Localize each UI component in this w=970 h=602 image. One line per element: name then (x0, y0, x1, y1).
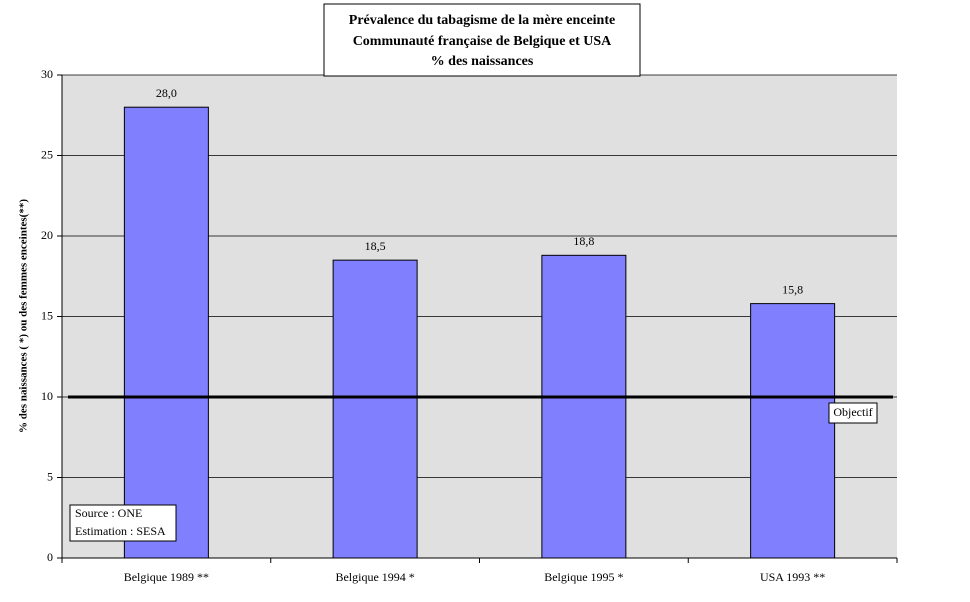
data-label: 15,8 (782, 282, 803, 296)
source-box (69, 504, 177, 542)
reference-label: Objectif (833, 405, 872, 419)
bar (541, 254, 627, 559)
y-tick-label: 0 (47, 550, 53, 564)
y-tick-label: 30 (41, 67, 53, 81)
reference-label-box (828, 402, 878, 424)
chart-title: % des naissances (431, 54, 534, 69)
x-tick-label: Belgique 1989 ** (124, 570, 209, 584)
chart-title: Prévalence du tabagisme de la mère encei… (349, 13, 615, 28)
data-label: 18,5 (365, 239, 386, 253)
y-tick-label: 5 (47, 469, 53, 483)
data-label: 18,8 (573, 234, 594, 248)
y-tick-label: 25 (41, 147, 53, 161)
x-tick-label: Belgique 1994 * (335, 570, 414, 584)
bar (332, 259, 418, 559)
y-axis-label: % des naissances ( *) ou des femmes ence… (18, 199, 30, 433)
bar (750, 303, 836, 559)
title-box (323, 3, 641, 77)
x-tick-label: USA 1993 ** (760, 570, 825, 584)
y-tick-label: 10 (41, 389, 53, 403)
y-tick-label: 15 (41, 308, 53, 322)
annotation: Estimation : SESA (75, 524, 166, 538)
x-tick-label: Belgique 1995 * (544, 570, 623, 584)
annotation: Source : ONE (75, 506, 142, 520)
data-label: 28,0 (156, 86, 177, 100)
y-tick-label: 20 (41, 228, 53, 242)
chart-title: Communauté française de Belgique et USA (353, 34, 612, 49)
bar (123, 106, 209, 559)
